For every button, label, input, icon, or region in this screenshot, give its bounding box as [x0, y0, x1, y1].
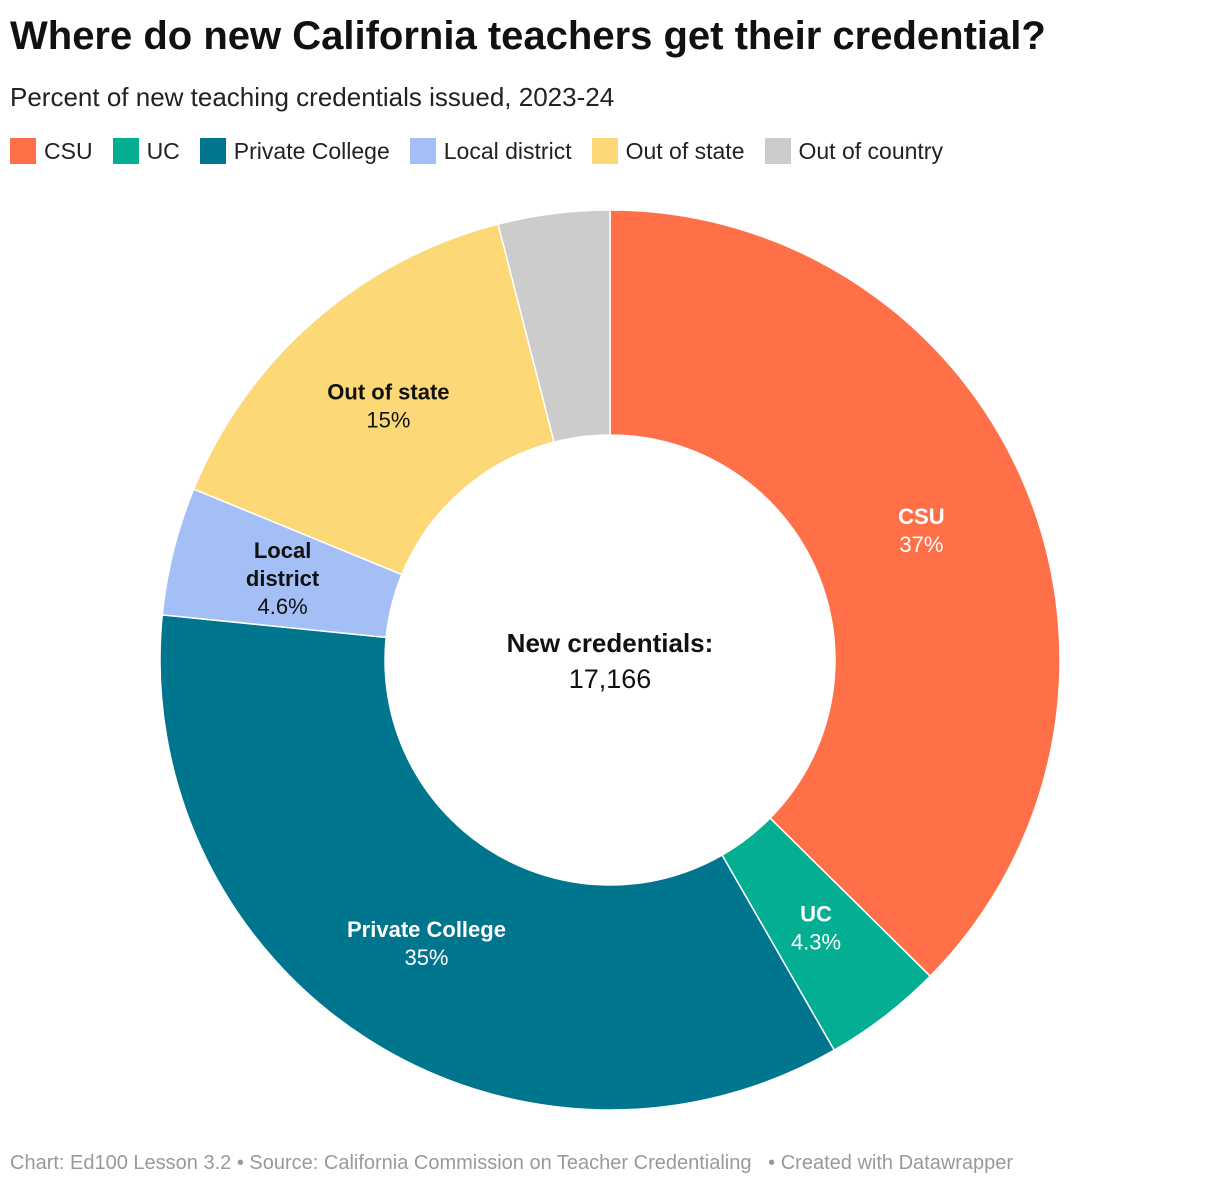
legend-label: Out of state	[625, 138, 745, 164]
legend-label: Private College	[233, 138, 390, 164]
slice-value-label: 4.3%	[791, 929, 841, 954]
legend-item: Local district	[409, 136, 572, 166]
slice-labels: CSU 37% UC 4.3% Private College 35% Local distr…	[246, 379, 945, 970]
legend-label: Local district	[443, 138, 572, 164]
legend-swatch	[591, 138, 618, 164]
slice-private-college	[159, 614, 836, 1111]
legend-item: UC	[112, 136, 180, 166]
chart-title: Where do new California teachers get the…	[10, 14, 1046, 58]
center-value: 17,166	[569, 664, 652, 694]
center-heading: New credentials:	[507, 628, 714, 658]
slice-name-label: CSU	[898, 504, 944, 529]
footer-chart-credit: Chart: Ed100 Lesson 3.2	[10, 1152, 232, 1174]
legend-label: Out of country	[798, 138, 943, 164]
slice-name-label: Private College	[347, 917, 506, 942]
slice-out-of-country	[497, 209, 611, 443]
legend-item: Private College	[199, 136, 390, 166]
slice-value-label: 4.6%	[258, 594, 308, 619]
legend-item: CSU	[10, 136, 93, 166]
legend-swatch	[409, 138, 436, 164]
legend-item: Out of state	[591, 136, 745, 166]
slice-csu	[609, 209, 1061, 978]
footer-source: Source: California Commission on Teacher…	[249, 1152, 752, 1174]
legend-item: Out of country	[764, 136, 943, 166]
chart-legend: CSU UC Private College Local district Out of…	[10, 136, 963, 166]
slice-name-label: UC	[800, 901, 832, 926]
chart-subtitle: Percent of new teaching credentials issu…	[10, 82, 615, 112]
slice-value-label: 37%	[899, 532, 943, 557]
slice-value-label: 15%	[366, 407, 410, 432]
slice-out-of-state	[192, 223, 555, 576]
footer-separator: •	[236, 1152, 250, 1174]
legend-label: CSU	[44, 138, 93, 164]
legend-label: UC	[146, 138, 180, 164]
slice-name-label: district	[246, 566, 320, 591]
slice-name-label: Out of state	[327, 379, 449, 404]
footer-separator: •	[757, 1152, 781, 1174]
donut-slices	[159, 209, 1061, 1111]
legend-swatch	[199, 138, 226, 164]
legend-swatch	[112, 138, 139, 164]
legend-swatch	[764, 138, 791, 164]
footer-created-with: Created with Datawrapper	[780, 1152, 1014, 1174]
legend-swatch	[10, 138, 36, 164]
slice-value-label: 35%	[404, 945, 448, 970]
slice-name-label: Local	[254, 538, 311, 563]
chart-footer: Chart: Ed100 Lesson 3.2 • Source: Califo…	[10, 1150, 1013, 1176]
